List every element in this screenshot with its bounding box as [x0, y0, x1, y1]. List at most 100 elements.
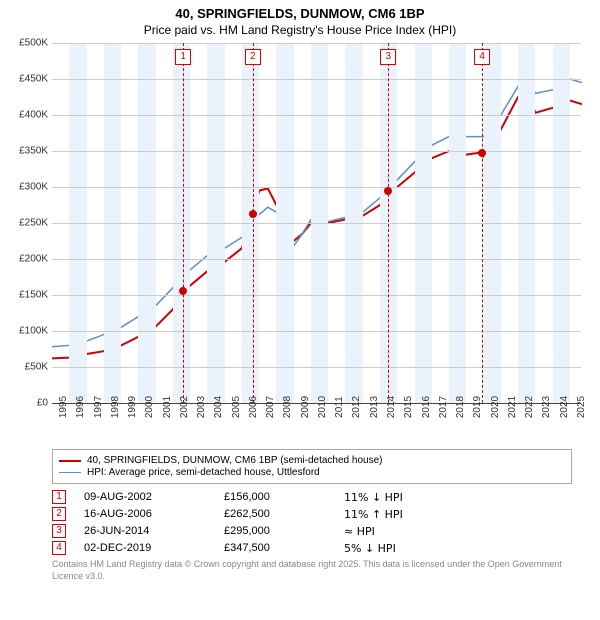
- gridline-horizontal: [52, 43, 581, 44]
- event-marker-box: 3: [380, 49, 396, 65]
- event-dot: [478, 149, 486, 157]
- x-tick-label: 2005: [231, 396, 242, 418]
- event-price: £295,000: [224, 525, 344, 537]
- event-marker-box: 4: [474, 49, 490, 65]
- event-line: [253, 43, 254, 403]
- event-marker-box: 2: [245, 49, 261, 65]
- chart-title: 40, SPRINGFIELDS, DUNMOW, CM6 1BP: [10, 6, 590, 21]
- x-tick-label: 2017: [438, 396, 449, 418]
- x-tick-label: 2019: [472, 396, 483, 418]
- event-relative-hpi: ≈ HPI: [344, 525, 444, 538]
- event-relative-hpi: 11% ↑ HPI: [344, 508, 444, 521]
- gridline-horizontal: [52, 187, 581, 188]
- event-price: £156,000: [224, 491, 344, 503]
- x-tick-label: 2004: [213, 396, 224, 418]
- chart-area: £0£50K£100K£150K£200K£250K£300K£350K£400…: [52, 43, 582, 403]
- event-row-marker: 4: [52, 541, 66, 555]
- x-tick-label: 2021: [507, 396, 518, 418]
- y-tick-label: £0: [37, 398, 48, 409]
- footer-attribution: Contains HM Land Registry data © Crown c…: [52, 559, 572, 582]
- event-row-marker: 3: [52, 524, 66, 538]
- x-tick-label: 2006: [248, 396, 259, 418]
- legend: 40, SPRINGFIELDS, DUNMOW, CM6 1BP (semi-…: [52, 449, 572, 484]
- events-table: 1 09-AUG-2002£156,00011% ↓ HPI 2 16-AUG-200…: [52, 490, 572, 555]
- x-tick-label: 2001: [162, 396, 173, 418]
- x-tick-label: 1997: [93, 396, 104, 418]
- gridline-horizontal: [52, 259, 581, 260]
- event-dot: [179, 287, 187, 295]
- gridline-horizontal: [52, 331, 581, 332]
- event-dot: [249, 210, 257, 218]
- x-tick-label: 2024: [559, 396, 570, 418]
- event-price: £347,500: [224, 542, 344, 554]
- x-tick-label: 2025: [576, 396, 587, 418]
- event-date: 16-AUG-2006: [84, 508, 224, 520]
- event-relative-hpi: 5% ↓ HPI: [344, 542, 444, 555]
- y-tick-label: £150K: [19, 290, 48, 301]
- legend-swatch: [59, 460, 81, 462]
- event-row: 1 09-AUG-2002£156,00011% ↓ HPI: [52, 490, 572, 504]
- y-tick-label: £400K: [19, 110, 48, 121]
- x-tick-label: 2022: [524, 396, 535, 418]
- x-tick-label: 2007: [265, 396, 276, 418]
- legend-label: 40, SPRINGFIELDS, DUNMOW, CM6 1BP (semi-…: [87, 455, 382, 466]
- event-row: 4 02-DEC-2019£347,5005% ↓ HPI: [52, 541, 572, 555]
- x-tick-label: 2002: [179, 396, 190, 418]
- legend-item: 40, SPRINGFIELDS, DUNMOW, CM6 1BP (semi-…: [59, 455, 565, 466]
- x-axis: 1995199619971998199920002001200220032004…: [52, 403, 582, 445]
- event-date: 09-AUG-2002: [84, 491, 224, 503]
- x-tick-label: 1995: [58, 396, 69, 418]
- chart-container: 40, SPRINGFIELDS, DUNMOW, CM6 1BP Price …: [0, 0, 600, 620]
- event-line: [482, 43, 483, 403]
- event-relative-hpi: 11% ↓ HPI: [344, 491, 444, 504]
- legend-label: HPI: Average price, semi-detached house,…: [87, 467, 320, 478]
- x-tick-label: 2013: [369, 396, 380, 418]
- x-tick-label: 2016: [421, 396, 432, 418]
- y-tick-label: £450K: [19, 74, 48, 85]
- plot-area: 1 2 3 4: [52, 43, 582, 403]
- x-tick-label: 2010: [317, 396, 328, 418]
- event-row: 2 16-AUG-2006£262,50011% ↑ HPI: [52, 507, 572, 521]
- y-tick-label: £500K: [19, 38, 48, 49]
- legend-swatch: [59, 472, 81, 473]
- gridline-horizontal: [52, 115, 581, 116]
- x-tick-label: 1996: [75, 396, 86, 418]
- chart-subtitle: Price paid vs. HM Land Registry's House …: [10, 23, 590, 37]
- y-tick-label: £100K: [19, 326, 48, 337]
- x-tick-label: 2009: [300, 396, 311, 418]
- gridline-horizontal: [52, 223, 581, 224]
- y-tick-label: £250K: [19, 218, 48, 229]
- event-date: 26-JUN-2014: [84, 525, 224, 537]
- x-tick-label: 2018: [455, 396, 466, 418]
- y-tick-label: £300K: [19, 182, 48, 193]
- gridline-horizontal: [52, 295, 581, 296]
- x-tick-label: 2015: [403, 396, 414, 418]
- event-line: [388, 43, 389, 403]
- x-tick-label: 2023: [541, 396, 552, 418]
- event-row: 3 26-JUN-2014£295,000≈ HPI: [52, 524, 572, 538]
- legend-item: HPI: Average price, semi-detached house,…: [59, 467, 565, 478]
- x-tick-label: 2000: [144, 396, 155, 418]
- x-tick-label: 2011: [334, 396, 345, 418]
- y-tick-label: £200K: [19, 254, 48, 265]
- x-tick-label: 2014: [386, 396, 397, 418]
- event-price: £262,500: [224, 508, 344, 520]
- event-line: [183, 43, 184, 403]
- x-tick-label: 1998: [110, 396, 121, 418]
- event-date: 02-DEC-2019: [84, 542, 224, 554]
- y-tick-label: £50K: [25, 362, 48, 373]
- y-axis: £0£50K£100K£150K£200K£250K£300K£350K£400…: [10, 43, 52, 403]
- event-dot: [384, 187, 392, 195]
- x-tick-label: 2020: [490, 396, 501, 418]
- y-tick-label: £350K: [19, 146, 48, 157]
- x-tick-label: 2008: [282, 396, 293, 418]
- event-row-marker: 1: [52, 490, 66, 504]
- event-marker-box: 1: [175, 49, 191, 65]
- x-tick-label: 2003: [196, 396, 207, 418]
- gridline-horizontal: [52, 367, 581, 368]
- x-tick-label: 1999: [127, 396, 138, 418]
- gridline-horizontal: [52, 79, 581, 80]
- x-tick-label: 2012: [351, 396, 362, 418]
- event-row-marker: 2: [52, 507, 66, 521]
- gridline-horizontal: [52, 151, 581, 152]
